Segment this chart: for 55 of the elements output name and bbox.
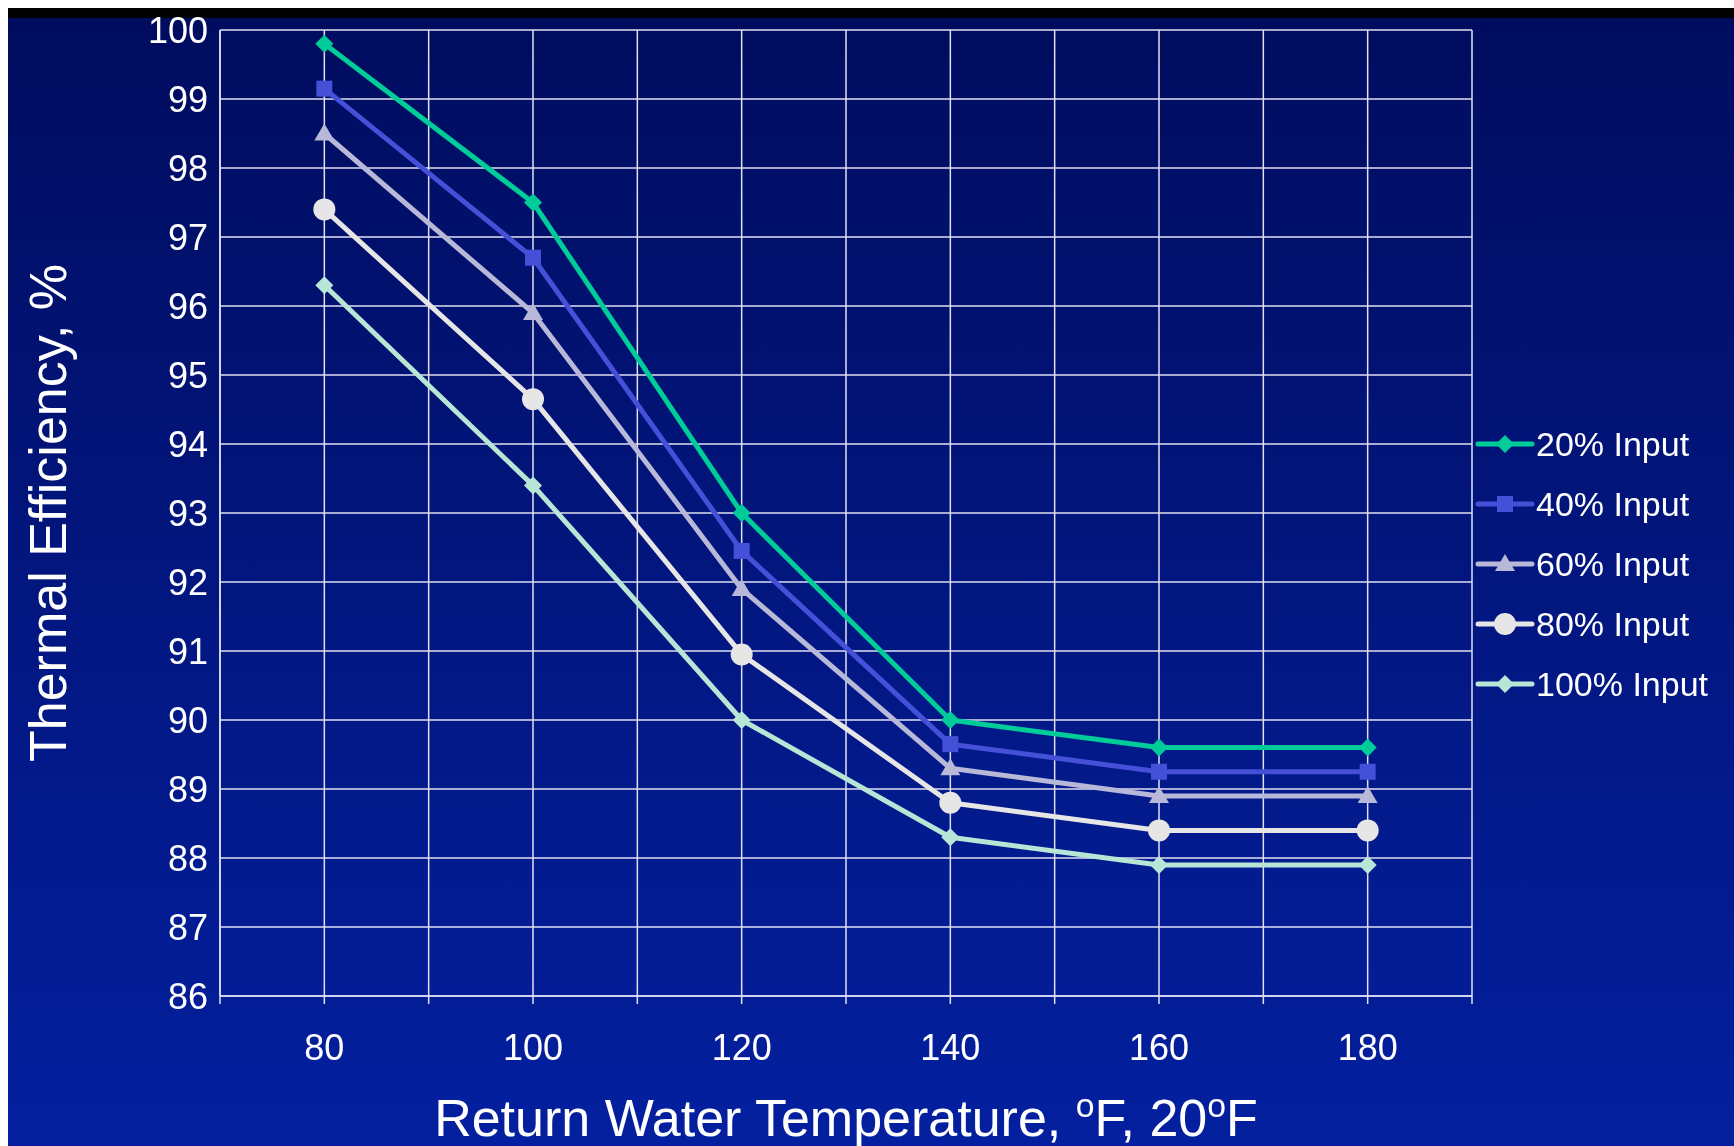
point (314, 123, 335, 141)
y-tick-label: 98 (167, 147, 208, 189)
y-tick-label: 99 (167, 78, 208, 120)
y-tick-label: 87 (167, 906, 208, 948)
point (1148, 819, 1170, 842)
y-axis-title: Thermal Efficiency, % (19, 263, 77, 763)
point (1150, 738, 1168, 757)
point (941, 711, 960, 729)
point (524, 476, 542, 495)
point (1150, 855, 1168, 874)
point (942, 736, 959, 753)
y-tick-label: 95 (167, 354, 208, 396)
point (1359, 763, 1376, 780)
x-tick-label: 140 (920, 1027, 981, 1068)
y-tick-label: 96 (167, 285, 208, 327)
legend-label: 60% Input (1536, 544, 1690, 583)
point (525, 249, 541, 266)
y-tick-label: 93 (167, 492, 208, 534)
x-tick-label: 100 (502, 1027, 564, 1068)
y-tick-label: 89 (167, 768, 208, 810)
legend-label: 80% Input (1536, 604, 1690, 643)
point (522, 388, 544, 411)
point (313, 198, 336, 221)
legend-label: 40% Input (1536, 484, 1690, 523)
point (939, 791, 962, 814)
y-tick-label: 88 (167, 837, 208, 879)
legend-label: 100% Input (1536, 664, 1709, 703)
point (523, 302, 543, 320)
point (315, 34, 334, 53)
x-tick-label: 120 (711, 1027, 772, 1068)
legend-label: 20% Input (1536, 424, 1690, 463)
point (315, 276, 334, 295)
y-tick-label: 97 (167, 216, 208, 258)
y-tick-label: 90 (167, 699, 208, 741)
y-tick-label: 91 (167, 630, 208, 672)
y-tick-label: 86 (167, 975, 208, 1017)
point (732, 504, 751, 522)
point (1151, 763, 1167, 780)
point (941, 828, 960, 847)
point (1357, 785, 1378, 803)
point (732, 711, 751, 729)
point (1356, 819, 1379, 842)
point (940, 758, 961, 776)
point (730, 643, 753, 666)
x-tick-label: 80 (304, 1027, 345, 1068)
point (524, 193, 542, 212)
point (1149, 785, 1169, 803)
x-tick-label: 160 (1128, 1027, 1190, 1068)
x-tick-label: 180 (1337, 1027, 1398, 1068)
y-tick-label: 100 (147, 9, 208, 51)
y-tick-label: 94 (167, 423, 208, 465)
point (316, 80, 333, 97)
y-tick-label: 92 (167, 561, 208, 603)
point (733, 542, 750, 559)
point (731, 578, 752, 596)
